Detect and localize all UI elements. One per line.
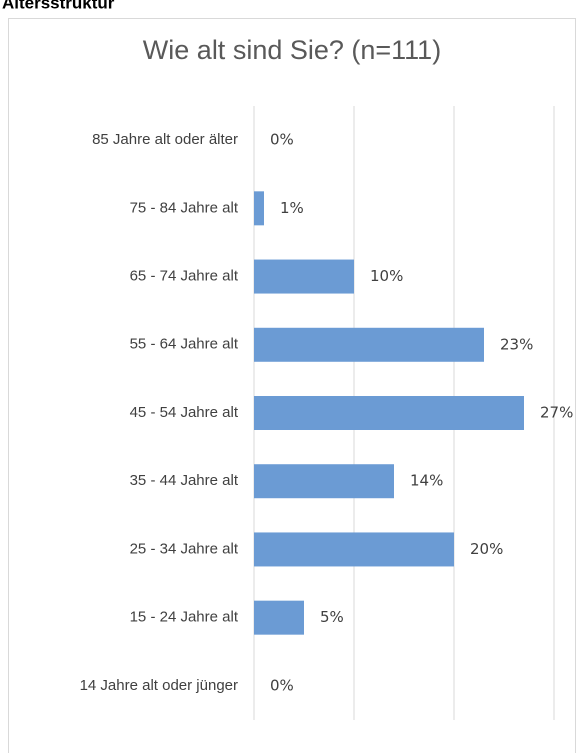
bar xyxy=(254,396,524,430)
category-label: 25 - 34 Jahre alt xyxy=(130,540,239,557)
data-label: 14% xyxy=(410,472,443,490)
data-label: 5% xyxy=(320,608,344,626)
category-label: 14 Jahre alt oder jünger xyxy=(80,677,238,694)
heading: Altersstruktur xyxy=(2,0,115,12)
category-label: 65 - 74 Jahre alt xyxy=(130,268,239,285)
chart-frame xyxy=(8,18,576,753)
data-label: 27% xyxy=(540,404,573,422)
data-label: 1% xyxy=(280,199,304,217)
chart-title: Wie alt sind Sie? (n=111) xyxy=(143,35,441,65)
category-label: 15 - 24 Jahre alt xyxy=(130,609,239,626)
category-label: 45 - 54 Jahre alt xyxy=(130,404,239,421)
bar xyxy=(254,532,454,567)
data-label: 0% xyxy=(270,131,294,149)
data-label: 0% xyxy=(270,676,294,694)
bar xyxy=(254,327,484,362)
data-label: 20% xyxy=(470,540,503,558)
data-label: 10% xyxy=(370,267,403,285)
bar xyxy=(254,600,304,635)
bar xyxy=(254,464,394,499)
category-label: 75 - 84 Jahre alt xyxy=(130,199,239,216)
category-label: 35 - 44 Jahre alt xyxy=(130,472,239,489)
data-label: 23% xyxy=(500,335,533,353)
bar xyxy=(254,259,354,294)
category-label: 85 Jahre alt oder älter xyxy=(92,131,238,148)
bar xyxy=(254,191,264,226)
category-label: 55 - 64 Jahre alt xyxy=(130,336,239,353)
